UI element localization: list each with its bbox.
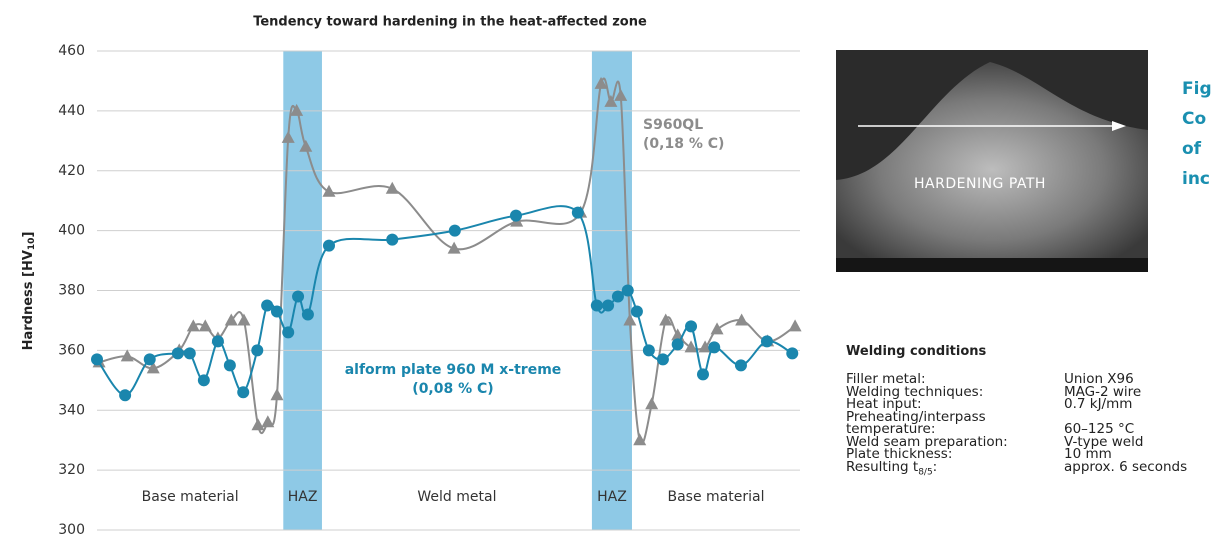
marker <box>672 338 684 350</box>
marker <box>121 349 134 361</box>
marker <box>708 341 720 353</box>
marker <box>212 335 224 347</box>
caption-line: Co <box>1182 104 1212 134</box>
y-tick-label: 460 <box>58 43 85 59</box>
marker <box>270 388 283 400</box>
y-axis-label-sub: 10 <box>27 238 37 251</box>
region-label: Weld metal <box>417 489 496 505</box>
marker <box>198 374 210 386</box>
row: Resulting t8/5:approx. 6 seconds <box>846 461 1187 479</box>
y-tick-label: 300 <box>58 522 85 538</box>
y-tick-label: 340 <box>58 402 85 418</box>
marker <box>622 285 634 297</box>
marker <box>144 353 156 365</box>
marker <box>789 319 802 331</box>
y-tick-label: 420 <box>58 163 85 179</box>
y-tick-label: 380 <box>58 283 85 299</box>
marker <box>302 308 314 320</box>
page: Tendency toward hardening in the heat-af… <box>0 0 1224 539</box>
marker <box>224 359 236 371</box>
photo: HARDENING PATH <box>836 50 1148 272</box>
y-tick-label: 400 <box>58 223 85 239</box>
caption-line: inc <box>1182 164 1212 194</box>
marker <box>657 353 669 365</box>
marker <box>237 313 250 325</box>
series-name: alform plate 960 M x-treme <box>345 362 562 378</box>
marker <box>261 415 274 427</box>
marker <box>172 347 184 359</box>
marker <box>645 397 658 409</box>
marker <box>685 320 697 332</box>
marker <box>386 234 398 246</box>
y-axis-label: Hardness [HV10] <box>21 232 37 351</box>
marker <box>251 418 264 430</box>
series-note: (0,18 % C) <box>643 136 724 152</box>
marker <box>510 210 522 222</box>
welding-conditions: Welding conditions Filler metal:Union X9… <box>846 344 1187 479</box>
chart-title: Tendency toward hardening in the heat-af… <box>253 15 647 30</box>
region-label: HAZ <box>597 489 627 505</box>
series-note: (0,08 % C) <box>412 381 493 397</box>
regions: 300 320 340 360 380 400 420 440 460 Base material… <box>58 43 801 538</box>
region-label: HAZ <box>288 489 318 505</box>
marker <box>631 305 643 317</box>
cell: approx. 6 seconds <box>1064 461 1187 479</box>
photo-base <box>836 258 1148 272</box>
marker <box>786 347 798 359</box>
y-tick-label: 360 <box>58 342 85 358</box>
marker <box>119 389 131 401</box>
marker <box>735 359 747 371</box>
marker <box>711 322 724 334</box>
marker <box>184 347 196 359</box>
marker <box>292 290 304 302</box>
photo-label: HARDENING PATH <box>914 176 1046 192</box>
marker <box>761 335 773 347</box>
caption-line: Fig <box>1182 74 1212 104</box>
marker <box>591 299 603 311</box>
marker <box>237 386 249 398</box>
region-label: Base material <box>142 489 239 505</box>
region-label: Base material <box>667 489 764 505</box>
label-part: Resulting t <box>846 459 918 475</box>
marker <box>91 353 103 365</box>
marker <box>323 240 335 252</box>
conditions-title: Welding conditions <box>846 344 1187 359</box>
marker <box>271 305 283 317</box>
marker <box>187 319 200 331</box>
marker <box>282 326 294 338</box>
marker <box>322 185 335 197</box>
marker <box>697 368 709 380</box>
cell: 0.7 kJ/mm <box>1064 398 1187 411</box>
cell: Resulting t8/5: <box>846 461 1064 479</box>
y-tick-label: 320 <box>58 462 85 478</box>
label-part: 8/5 <box>918 467 932 477</box>
marker <box>251 344 263 356</box>
y-axis-label-text: Hardness [HV <box>21 250 36 350</box>
marker <box>602 299 614 311</box>
caption-line: of <box>1182 134 1212 164</box>
y-tick-label: 440 <box>58 103 85 119</box>
marker <box>572 207 584 219</box>
label-part: : <box>933 459 938 475</box>
marker <box>643 344 655 356</box>
marker <box>449 225 461 237</box>
y-axis-label-end: ] <box>21 232 36 238</box>
series-name: S960QL <box>643 117 703 133</box>
